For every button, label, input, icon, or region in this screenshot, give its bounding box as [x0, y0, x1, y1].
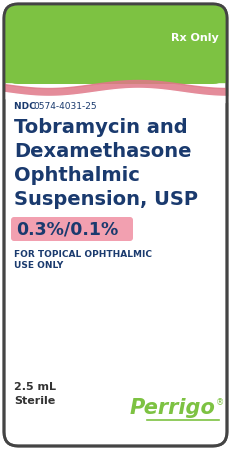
Text: Suspension, USP: Suspension, USP	[14, 190, 198, 209]
Text: Perrigo: Perrigo	[129, 398, 215, 418]
Text: 0574-4031-25: 0574-4031-25	[33, 102, 97, 111]
Text: Dexamethasone: Dexamethasone	[14, 142, 191, 161]
FancyBboxPatch shape	[4, 4, 227, 446]
Text: Tobramycin and: Tobramycin and	[14, 118, 188, 137]
Text: 0.3%/0.1%: 0.3%/0.1%	[16, 220, 118, 238]
Text: Rx Only: Rx Only	[171, 33, 219, 43]
Text: Sterile: Sterile	[14, 396, 55, 406]
Text: USE ONLY: USE ONLY	[14, 261, 63, 270]
FancyBboxPatch shape	[11, 217, 133, 241]
Text: 2.5 mL: 2.5 mL	[14, 382, 56, 392]
FancyBboxPatch shape	[4, 4, 227, 84]
Text: NDC: NDC	[14, 102, 39, 111]
Text: FOR TOPICAL OPHTHALMIC: FOR TOPICAL OPHTHALMIC	[14, 250, 152, 259]
Text: ®: ®	[216, 398, 224, 407]
Text: Ophthalmic: Ophthalmic	[14, 166, 140, 185]
